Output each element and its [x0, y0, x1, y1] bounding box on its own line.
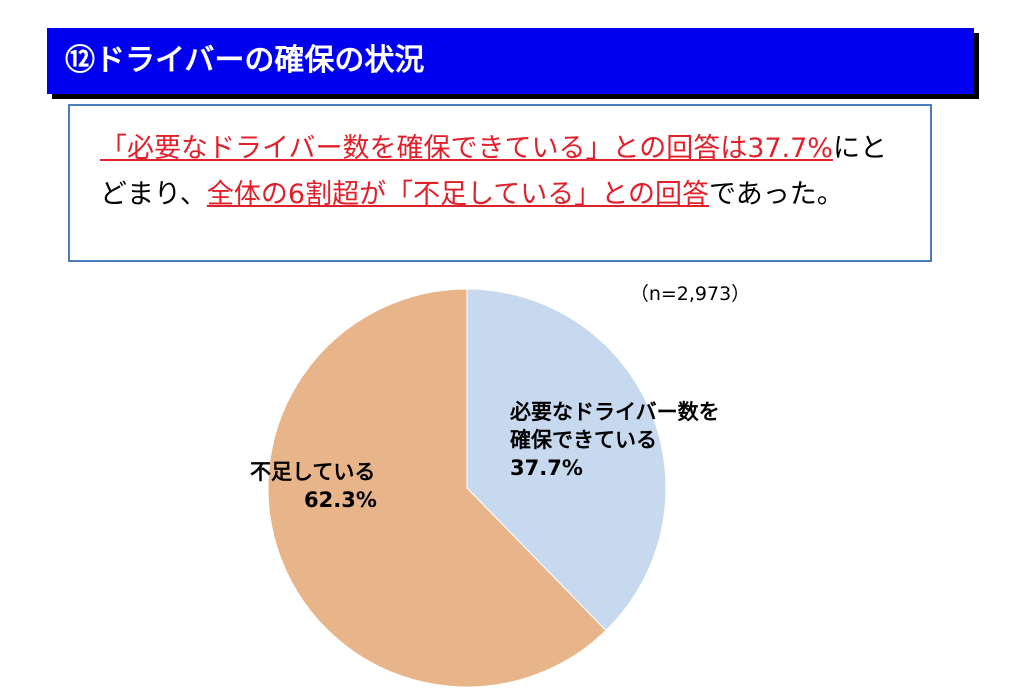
- subtitle: （n=2,973）: [630, 283, 750, 305]
- summary-text: 「必要なドライバー数を確保できている」との回答は37.7%: [100, 133, 833, 164]
- value-label: 62.3%: [304, 488, 377, 512]
- summary-text: であった。: [709, 179, 844, 210]
- title: ⑫ドライバーの確保の状況: [65, 43, 425, 78]
- pie-slice: [466, 288, 667, 632]
- category-label: 必要なドライバー数を確保できている: [510, 400, 720, 452]
- summary-text: 全体の6割超が「不足している」との回答: [206, 179, 710, 210]
- category-label: 不足している: [250, 460, 376, 484]
- pie-slice: [267, 288, 607, 688]
- value-label: 37.7%: [510, 456, 583, 480]
- summary-text: にとどまり、: [100, 133, 887, 210]
- title-bar: ⑫ドライバーの確保の状況: [47, 28, 974, 94]
- summary-box: 「必要なドライバー数を確保できている」との回答は37.7%にとどまり、全体の6割…: [68, 104, 932, 262]
- slice-label: 不足している 62.3%: [250, 458, 410, 514]
- slice-label: 必要なドライバー数を確保できている 37.7%: [510, 398, 740, 482]
